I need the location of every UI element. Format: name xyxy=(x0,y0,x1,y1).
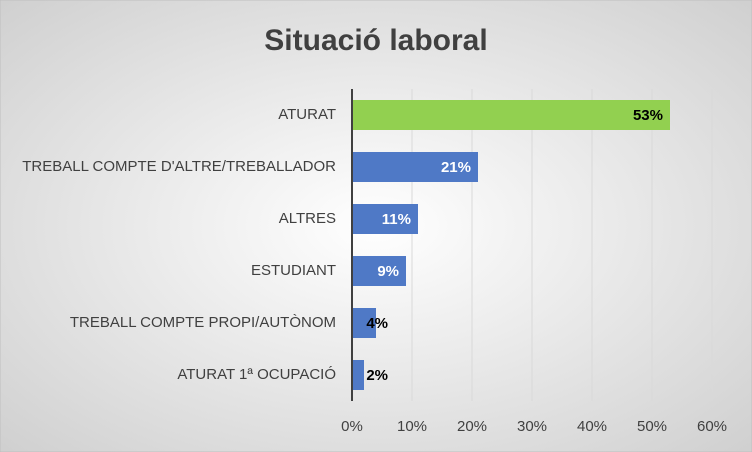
bar xyxy=(352,360,364,390)
x-tick-label: 0% xyxy=(341,418,363,435)
y-tick-label: ESTUDIANT xyxy=(251,262,336,279)
y-tick-label: TREBALL COMPTE D'ALTRE/TREBALLADOR xyxy=(22,158,336,175)
value-label: 2% xyxy=(366,367,388,384)
y-tick-label: ATURAT 1ª OCUPACIÓ xyxy=(177,366,336,383)
x-tick-label: 40% xyxy=(577,418,607,435)
x-tick-label: 30% xyxy=(517,418,547,435)
y-tick-label: ATURAT xyxy=(278,106,336,123)
bar xyxy=(352,152,478,182)
bar xyxy=(352,100,670,130)
value-label: 9% xyxy=(377,263,399,280)
x-tick-label: 60% xyxy=(697,418,727,435)
value-label: 4% xyxy=(366,315,388,332)
value-label: 21% xyxy=(441,159,471,176)
bar xyxy=(352,204,418,234)
value-label: 53% xyxy=(633,107,663,124)
y-tick-label: TREBALL COMPTE PROPI/AUTÒNOM xyxy=(70,314,336,331)
chart-title: Situació laboral xyxy=(264,24,487,57)
y-tick-label: ALTRES xyxy=(279,210,336,227)
bar xyxy=(352,308,376,338)
x-tick-label: 20% xyxy=(457,418,487,435)
bar xyxy=(352,256,406,286)
x-tick-label: 10% xyxy=(397,418,427,435)
x-tick-label: 50% xyxy=(637,418,667,435)
value-label: 11% xyxy=(382,211,411,228)
